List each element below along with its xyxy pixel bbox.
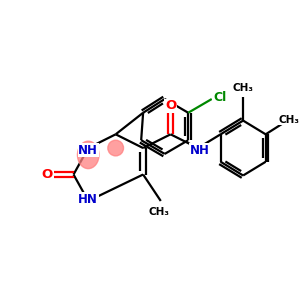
Text: CH₃: CH₃ [148,207,169,217]
Ellipse shape [108,140,124,156]
Text: NH: NH [190,143,210,157]
Ellipse shape [77,141,99,169]
Text: CH₃: CH₃ [232,83,254,93]
Text: Cl: Cl [213,91,226,103]
Text: HN: HN [78,193,98,206]
Text: O: O [165,99,176,112]
Text: NH: NH [78,143,98,157]
Text: O: O [41,168,53,181]
Text: CH₃: CH₃ [279,115,300,124]
